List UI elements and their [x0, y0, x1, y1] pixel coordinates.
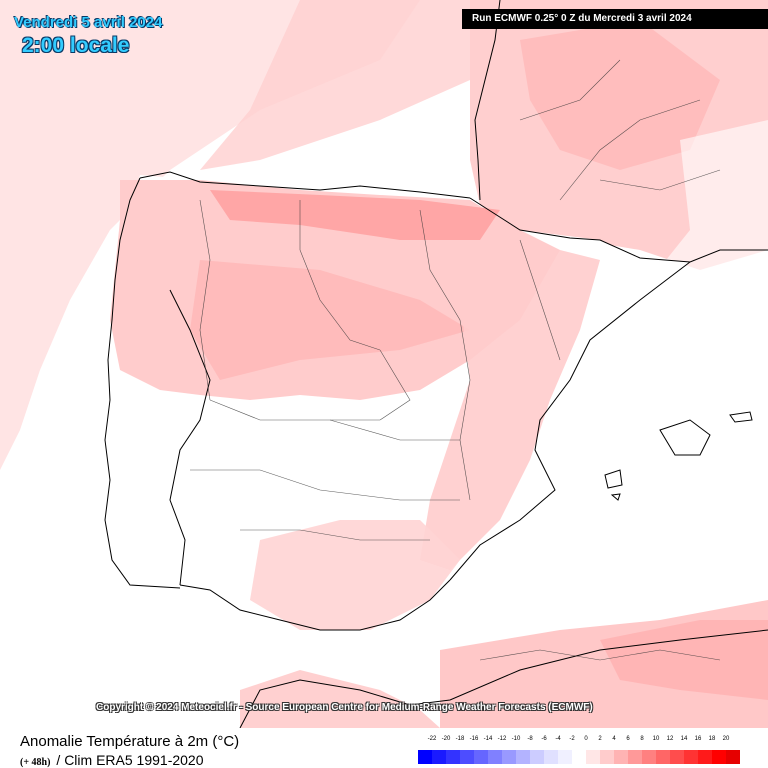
legend-label: -18	[455, 736, 465, 742]
cantabrian-strong	[210, 190, 500, 240]
africa-coast	[239, 629, 768, 728]
forecast-lead: (+ 48h)	[20, 757, 51, 768]
copyright-notice: Copyright © 2024 Meteociel.fr - Source E…	[96, 702, 593, 713]
legend-label: -8	[527, 736, 533, 742]
legend-label: -16	[469, 736, 479, 742]
legend-swatch	[600, 750, 614, 764]
legend-label: 12	[666, 736, 674, 742]
portugal-coast	[104, 177, 181, 589]
legend-label: 6	[626, 736, 630, 742]
france-warm-strong	[520, 20, 720, 170]
east-white-patch	[650, 120, 768, 330]
legend-swatch	[712, 750, 726, 764]
legend-label: 4	[612, 736, 616, 742]
legend-swatch	[460, 750, 474, 764]
legend-swatch	[698, 750, 712, 764]
north-africa-warm	[240, 670, 440, 728]
legend-swatch	[418, 750, 432, 764]
legend-swatch	[572, 750, 586, 764]
legend-swatch	[670, 750, 684, 764]
ibiza	[604, 469, 623, 489]
legend-label: 14	[680, 736, 688, 742]
legend-swatch	[446, 750, 460, 764]
east-coast-warm	[420, 250, 600, 570]
atlantic-anomaly-area	[0, 0, 420, 470]
pyrenees-border	[469, 197, 691, 263]
legend-label: -4	[555, 736, 561, 742]
menorca	[729, 411, 753, 423]
balearic-islands	[604, 411, 753, 501]
map-subtitle: (+ 48h) / Clim ERA5 1991-2020	[20, 752, 204, 768]
anomaly-map	[0, 0, 768, 728]
legend-bar	[418, 750, 740, 764]
legend-swatch	[516, 750, 530, 764]
coastlines	[104, 0, 768, 728]
spain-north-coast	[139, 171, 471, 199]
legend-label: 16	[694, 736, 702, 742]
internal-borders	[190, 59, 721, 661]
legend-swatch	[432, 750, 446, 764]
algeria-strong	[600, 620, 768, 700]
legend-swatch	[502, 750, 516, 764]
south-iberia-warm	[250, 520, 460, 630]
legend-swatch	[586, 750, 600, 764]
legend-label: 18	[708, 736, 716, 742]
legend-swatch	[544, 750, 558, 764]
forecast-date: Vendredi 5 avril 2024	[14, 14, 163, 31]
legend-label: 2	[598, 736, 602, 742]
legend-label: -10	[511, 736, 521, 742]
legend-label: -12	[497, 736, 507, 742]
legend-label: -6	[541, 736, 547, 742]
legend-swatch	[628, 750, 642, 764]
legend-swatch	[474, 750, 488, 764]
legend-label: -2	[569, 736, 575, 742]
legend-swatch	[684, 750, 698, 764]
mallorca	[659, 419, 711, 456]
legend-swatch	[488, 750, 502, 764]
forecast-time: 2:00 locale	[22, 34, 130, 57]
legend-swatch	[614, 750, 628, 764]
legend-label: -22	[427, 736, 437, 742]
legend-label: 8	[640, 736, 644, 742]
spain-south-coast	[179, 579, 451, 631]
spain-east-coast	[449, 261, 691, 581]
legend-label: -14	[483, 736, 493, 742]
legend-swatch	[558, 750, 572, 764]
legend-swatch	[530, 750, 544, 764]
legend-label: 0	[584, 736, 588, 742]
color-legend: -22 -20 -18 -16 -14 -12 -10 -8 -6 -4 -2 0 2 4 6 8 10 12 14…	[418, 736, 752, 764]
footer-bar: Anomalie Température à 2m (°C) (+ 48h) / …	[0, 728, 768, 768]
legend-label: 10	[652, 736, 660, 742]
map-title: Anomalie Température à 2m (°C)	[20, 733, 240, 750]
run-info-box: Run ECMWF 0.25° 0 Z du Mercredi 3 avril …	[462, 9, 768, 29]
atlantic-anomaly-light	[200, 0, 480, 170]
legend-swatch	[726, 750, 740, 764]
formentera	[610, 493, 621, 501]
legend-swatch	[642, 750, 656, 764]
legend-label: 20	[722, 736, 730, 742]
inland-north-medium	[190, 260, 470, 380]
portugal-spain-border	[169, 289, 211, 586]
climatology-label: / Clim ERA5 1991-2020	[56, 752, 204, 768]
legend-swatch	[656, 750, 670, 764]
france-atlantic-coast	[474, 0, 501, 201]
france-med-coast	[689, 249, 768, 263]
legend-label: -20	[441, 736, 451, 742]
